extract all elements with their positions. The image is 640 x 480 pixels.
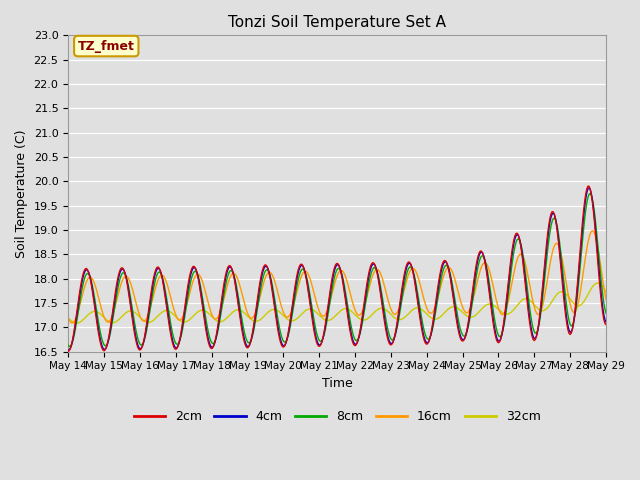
Legend: 2cm, 4cm, 8cm, 16cm, 32cm: 2cm, 4cm, 8cm, 16cm, 32cm xyxy=(129,405,546,428)
Y-axis label: Soil Temperature (C): Soil Temperature (C) xyxy=(15,129,28,258)
Text: TZ_fmet: TZ_fmet xyxy=(78,39,134,53)
Title: Tonzi Soil Temperature Set A: Tonzi Soil Temperature Set A xyxy=(228,15,446,30)
X-axis label: Time: Time xyxy=(322,377,353,390)
